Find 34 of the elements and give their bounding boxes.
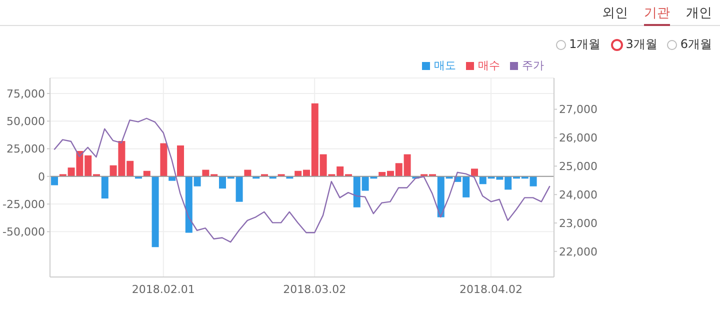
legend-label: 주가 — [522, 59, 544, 72]
y2-tick-label: 24,000 — [559, 188, 598, 202]
legend-label: 매수 — [478, 59, 500, 72]
bar — [168, 176, 176, 181]
bar — [143, 170, 150, 176]
y-tick-label: 25,000 — [6, 142, 45, 156]
bar — [152, 176, 159, 248]
x-tick-label: 2018.02.01 — [132, 282, 195, 296]
text: 개인 — [686, 5, 712, 23]
bar — [177, 145, 184, 176]
bar — [244, 170, 252, 176]
text: 3개월 — [626, 36, 658, 53]
bar — [471, 168, 478, 176]
text: 기관 — [644, 4, 670, 26]
line-series — [54, 118, 550, 243]
x-tick-label: 2018.04.02 — [460, 282, 522, 296]
x-tick-label: 2018.03.02 — [283, 282, 346, 296]
y2-tick-label: 25,000 — [559, 160, 598, 174]
y2-tick-label: 23,000 — [559, 216, 598, 230]
text: 6개월 — [680, 36, 712, 53]
y-tick-label: 75,000 — [6, 87, 45, 100]
y-tick-label: 50,000 — [6, 115, 45, 128]
legend-label: 매도 — [434, 59, 456, 72]
text: 1개월 — [569, 36, 601, 53]
bar — [51, 176, 58, 186]
y-tick-label: -50,000 — [2, 226, 45, 239]
text: 외인 — [602, 5, 628, 23]
y2-tick-label: 22,000 — [559, 245, 598, 258]
y2-tick-label: 27,000 — [559, 103, 598, 116]
y2-tick-label: 26,000 — [559, 132, 598, 145]
bar — [160, 143, 168, 176]
y-tick-label: -25,000 — [2, 198, 45, 211]
y-tick-label: 0 — [38, 170, 45, 184]
bar — [101, 176, 108, 199]
